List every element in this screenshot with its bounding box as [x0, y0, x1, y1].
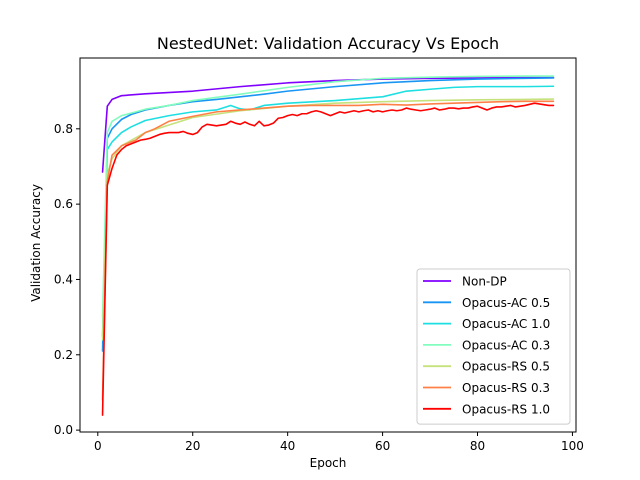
- legend-label: Opacus-RS 1.0: [462, 402, 550, 416]
- legend: Non-DP Opacus-AC 0.5 Opacus-AC 1.0 Opacus-A…: [416, 268, 571, 425]
- legend-box: [416, 268, 571, 425]
- y-axis-label: Validation Accuracy: [29, 184, 43, 302]
- x-tick-label: 100: [561, 439, 584, 453]
- legend-label: Opacus-AC 0.5: [462, 296, 550, 310]
- x-axis-label: Epoch: [310, 456, 347, 470]
- x-tick-label: 80: [470, 439, 485, 453]
- series-line-opacus-ac-0-3: [101, 75, 555, 318]
- x-tick-label: 0: [94, 439, 102, 453]
- plot-frame: [79, 57, 577, 433]
- legend-label: Opacus-AC 0.3: [462, 338, 550, 352]
- legend-label: Opacus-AC 1.0: [462, 317, 550, 331]
- x-tick-label: 60: [375, 439, 390, 453]
- series-line-non-dp: [101, 76, 555, 173]
- legend-label: Opacus-RS 0.5: [462, 360, 550, 374]
- series-line-opacus-ac-0-5: [101, 77, 555, 352]
- y-axis: 0.0 0.2 0.4 0.6 0.8: [54, 122, 80, 437]
- x-tick-label: 40: [280, 439, 295, 453]
- series-layer: [101, 75, 555, 416]
- y-tick-label: 0.6: [54, 197, 73, 211]
- y-tick-label: 0.2: [54, 348, 73, 362]
- y-tick-label: 0.0: [54, 423, 73, 437]
- legend-label: Non-DP: [462, 275, 507, 289]
- legend-label: Opacus-RS 0.3: [462, 381, 550, 395]
- series-line-opacus-rs-1-0: [101, 102, 555, 416]
- y-tick-label: 0.8: [54, 122, 73, 136]
- y-tick-label: 0.4: [54, 272, 73, 286]
- chart-title: NestedUNet: Validation Accuracy Vs Epoch: [157, 34, 499, 53]
- series-line-opacus-rs-0-3: [101, 100, 555, 401]
- x-tick-label: 20: [185, 439, 200, 453]
- x-axis: 0 20 40 60 80 100: [94, 432, 584, 453]
